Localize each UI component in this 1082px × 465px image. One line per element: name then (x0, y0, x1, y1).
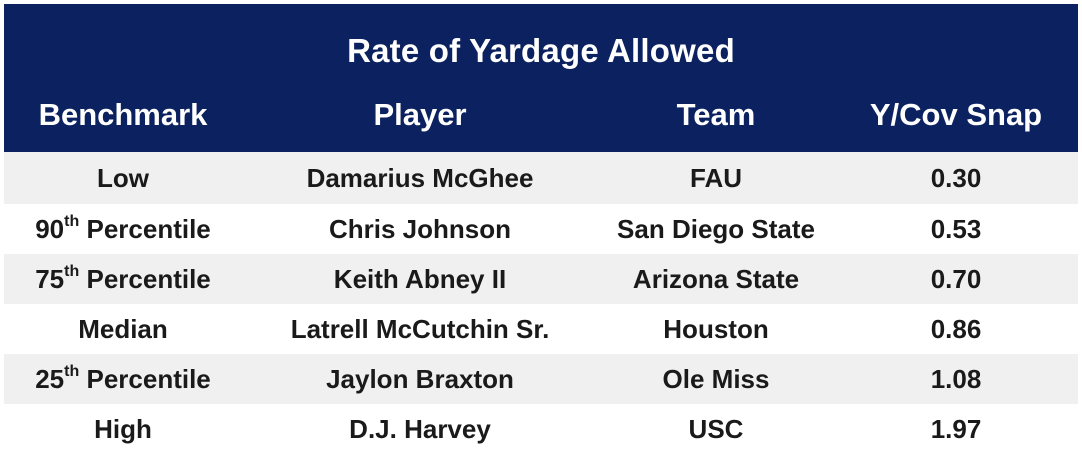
table-header: Rate of Yardage Allowed Benchmark Player… (4, 4, 1078, 152)
value-cell: 1.97 (930, 413, 982, 444)
team-cell: USC (688, 413, 744, 444)
benchmark-cell: 75th Percentile (4, 262, 242, 295)
benchmark-number: 25 (35, 363, 65, 394)
table-row: 25th Percentile Jaylon Braxton Ole Miss … (4, 354, 1078, 404)
column-header-player: Player (373, 97, 467, 132)
benchmark-cell: 25th Percentile (4, 362, 242, 395)
table-body: Low Damarius McGhee FAU 0.30 90th Percen… (4, 152, 1078, 454)
benchmark-number: 90 (35, 213, 65, 244)
benchmark-number: 75 (35, 263, 65, 294)
table-row: 90th Percentile Chris Johnson San Diego … (4, 204, 1078, 254)
player-cell: Chris Johnson (328, 213, 511, 244)
team-cell: Houston (663, 313, 769, 344)
team-cell: FAU (690, 162, 742, 193)
table-row: 75th Percentile Keith Abney II Arizona S… (4, 254, 1078, 304)
column-header-team: Team (676, 97, 756, 132)
benchmark-cell: Low (4, 163, 242, 194)
column-headers: Benchmark Player Team Y/Cov Snap (4, 97, 1078, 133)
player-cell: Damarius McGhee (306, 162, 534, 193)
benchmark-text: Percentile (79, 363, 211, 394)
team-cell: Ole Miss (662, 363, 770, 394)
benchmark-text: Percentile (79, 263, 211, 294)
column-header-benchmark: Benchmark (38, 97, 208, 132)
benchmark-text: High (94, 413, 152, 444)
player-cell: Latrell McCutchin Sr. (290, 313, 550, 344)
value-cell: 0.30 (930, 162, 982, 193)
value-cell: 1.08 (930, 363, 982, 394)
benchmark-text: Median (78, 313, 168, 344)
table-title: Rate of Yardage Allowed (347, 32, 735, 69)
value-cell: 0.53 (930, 213, 982, 244)
team-cell: San Diego State (617, 213, 815, 244)
column-header-y-cov-snap: Y/Cov Snap (869, 97, 1043, 132)
table-row: Median Latrell McCutchin Sr. Houston 0.8… (4, 304, 1078, 354)
player-cell: Jaylon Braxton (326, 363, 514, 394)
player-cell: Keith Abney II (333, 263, 507, 294)
benchmark-ordinal: th (64, 362, 80, 380)
benchmark-cell: High (4, 414, 242, 445)
yardage-table: Rate of Yardage Allowed Benchmark Player… (4, 4, 1078, 461)
table-row: High D.J. Harvey USC 1.97 (4, 404, 1078, 454)
benchmark-text: Percentile (79, 213, 211, 244)
benchmark-ordinal: th (64, 262, 80, 280)
benchmark-ordinal: th (64, 212, 80, 230)
benchmark-cell: 90th Percentile (4, 212, 242, 245)
team-cell: Arizona State (632, 263, 800, 294)
benchmark-cell: Median (4, 314, 242, 345)
benchmark-text: Low (97, 162, 149, 193)
table-row: Low Damarius McGhee FAU 0.30 (4, 152, 1078, 204)
value-cell: 0.86 (930, 313, 982, 344)
value-cell: 0.70 (930, 263, 982, 294)
player-cell: D.J. Harvey (349, 413, 491, 444)
